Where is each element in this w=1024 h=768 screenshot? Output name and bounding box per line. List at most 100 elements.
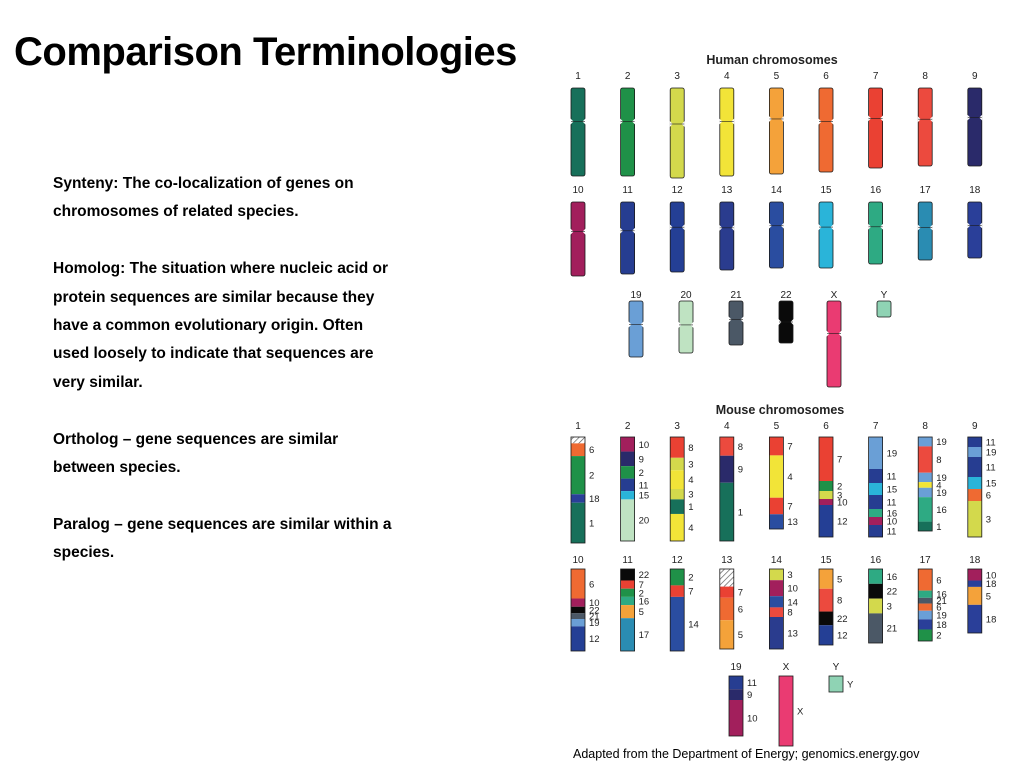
segment-origin-label: 8 xyxy=(688,443,693,454)
chromosome-outline xyxy=(917,436,933,532)
ortholog-definition: Ortholog – gene sequences are similar be… xyxy=(53,430,339,477)
human-chromosome-label: 1 xyxy=(575,71,581,82)
segment-origin-label: 2 xyxy=(688,573,693,584)
segment-origin-label: 19 xyxy=(936,437,947,448)
syntenic-segment xyxy=(819,569,833,589)
segment-origin-label: 18 xyxy=(936,620,947,631)
syntenic-segment xyxy=(769,607,784,617)
segment-origin-label: 16 xyxy=(936,505,947,516)
chromosome-body xyxy=(620,201,635,275)
segment-origin-label: 11 xyxy=(986,463,996,474)
segment-origin-label: 3 xyxy=(787,570,792,581)
segment-origin-label: 3 xyxy=(887,602,892,613)
mouse-chromosome-label: 15 xyxy=(820,555,832,566)
segment-origin-label: 15 xyxy=(887,485,898,496)
human-chromosome-6: 6 xyxy=(818,71,834,173)
terminology-text: Synteny: The co-localization of genes on… xyxy=(53,170,398,596)
segment-origin-label: 11 xyxy=(887,472,897,483)
human-chromosome-7: 7 xyxy=(868,71,884,169)
chromosome-outline xyxy=(669,568,685,652)
syntenic-segment xyxy=(620,451,635,467)
segment-origin-label: 11 xyxy=(887,498,897,509)
human-chromosome-label: 2 xyxy=(625,71,631,82)
segment-origin-label: 6 xyxy=(589,445,594,456)
segment-origin-label: 19 xyxy=(986,448,997,459)
syntenic-segment xyxy=(670,585,685,597)
syntenic-segment xyxy=(620,618,635,651)
syntenic-segment xyxy=(967,447,982,457)
segment-origin-label: 12 xyxy=(837,517,848,528)
segment-origin-label: 22 xyxy=(589,606,600,617)
syntenic-segment xyxy=(620,499,635,541)
syntenic-segment xyxy=(571,619,585,627)
mouse-chromosome-1: 1 6 2 18 1 xyxy=(570,421,600,544)
syntenic-segment xyxy=(620,605,635,619)
syntenic-segment xyxy=(719,620,734,649)
human-chromosome-label: 19 xyxy=(630,290,642,301)
segment-origin-label: 2 xyxy=(936,631,941,642)
segment-origin-label: 19 xyxy=(936,473,947,484)
segment-origin-label: 7 xyxy=(837,455,842,466)
chromosome-outline xyxy=(917,568,933,642)
syntenic-segment xyxy=(967,569,982,581)
syntenic-segment xyxy=(779,676,793,746)
syntenic-segment xyxy=(819,625,833,645)
chromosome-body xyxy=(967,201,983,259)
human-chromosome-label: 6 xyxy=(823,71,829,82)
syntenic-segment xyxy=(918,603,933,611)
syntenic-segment xyxy=(769,497,784,515)
syntenic-segment xyxy=(967,457,982,477)
segment-origin-label: 4 xyxy=(936,480,941,491)
syntenic-segment xyxy=(571,569,585,599)
syntenic-segment xyxy=(918,497,933,522)
chromosome-outline xyxy=(828,675,844,693)
mouse-chromosome-set: 1621812109211152038343144891574713672310… xyxy=(570,421,997,747)
segment-origin-label: 11 xyxy=(887,527,897,538)
syntenic-segment xyxy=(620,569,635,581)
human-chromosome-16: 16 xyxy=(868,185,884,265)
human-chromosome-label: 22 xyxy=(780,290,792,301)
segment-origin-label: 5 xyxy=(639,607,644,618)
mouse-chromosome-label: 1 xyxy=(575,421,581,432)
segment-origin-label: 14 xyxy=(787,597,798,608)
human-chromosome-label: 21 xyxy=(730,290,742,301)
segment-origin-label: 2 xyxy=(589,471,594,482)
human-chromosome-label: 9 xyxy=(972,71,978,82)
mouse-chromosome-x: XX xyxy=(778,662,804,747)
syntenic-segment xyxy=(670,489,685,500)
human-chromosome-18: 18 xyxy=(967,185,983,259)
syntenic-segment xyxy=(918,482,933,488)
syntenic-segment xyxy=(819,481,833,491)
segment-origin-label: 19 xyxy=(936,611,947,622)
syntenic-segment xyxy=(868,525,883,537)
mouse-chromosome-label: 13 xyxy=(721,555,733,566)
chromosome-body xyxy=(876,300,892,318)
syntenic-segment xyxy=(868,517,883,525)
segment-origin-label: 17 xyxy=(639,630,650,641)
human-chromosome-label: 4 xyxy=(724,71,730,82)
segment-origin-label: 8 xyxy=(837,596,842,607)
syntenic-segment xyxy=(868,495,883,509)
segment-origin-label: 3 xyxy=(986,515,991,526)
syntenic-segment xyxy=(819,588,833,612)
segment-origin-label: 6 xyxy=(589,579,594,590)
mouse-chromosome-label: 14 xyxy=(771,555,783,566)
segment-origin-label: 13 xyxy=(787,517,798,528)
chromosome-body xyxy=(868,201,884,265)
syntenic-segment xyxy=(868,483,883,495)
segment-origin-label: 21 xyxy=(936,596,947,607)
syntenic-segment xyxy=(670,470,685,489)
segment-origin-label: 18 xyxy=(589,494,600,505)
segment-origin-label: 12 xyxy=(589,634,600,645)
mouse-chromosome-label: 2 xyxy=(625,421,631,432)
syntenic-segment xyxy=(868,569,883,584)
chromosome-body xyxy=(917,87,933,167)
syntenic-segment xyxy=(719,437,734,456)
segment-origin-label: 19 xyxy=(887,449,898,460)
chromosome-body xyxy=(818,87,834,173)
human-chromosome-label: 13 xyxy=(721,185,733,196)
